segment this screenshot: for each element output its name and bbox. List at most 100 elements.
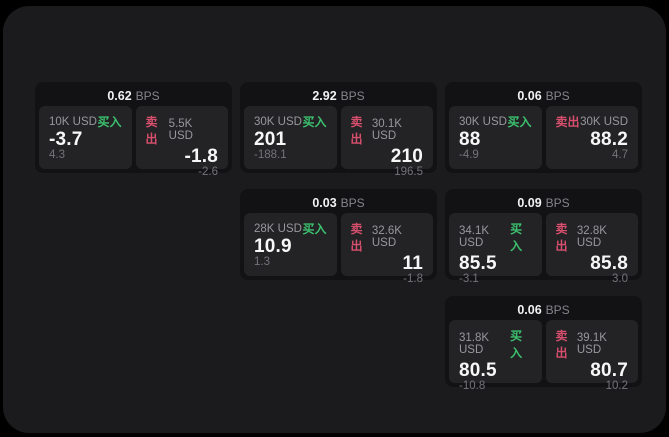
quote-panels: 10K USD 买入 -3.7 4.3 卖出 5.5K USD -1.8 -2.… — [39, 106, 228, 178]
sell-panel[interactable]: 卖出 30K USD 88.2 4.7 — [545, 106, 638, 169]
buy-label: 买入 — [302, 115, 327, 129]
bps-unit-label: BPS — [340, 89, 365, 103]
sell-amount: 30K USD — [580, 115, 628, 128]
sell-label: 卖出 — [555, 222, 568, 253]
buy-label: 买入 — [510, 329, 523, 360]
bps-unit-label: BPS — [340, 196, 365, 210]
buy-amount: 31.8K USD — [459, 332, 490, 356]
sell-panel[interactable]: 卖出 32.8K USD 85.8 3.0 — [545, 213, 638, 285]
sell-price: -1.8 — [184, 146, 218, 167]
bps-value: 0.06 — [517, 89, 542, 103]
sell-amount: 39.1K USD — [576, 332, 607, 356]
sell-panel[interactable]: 卖出 39.1K USD 80.7 10.2 — [545, 320, 638, 392]
bps-unit-label: BPS — [545, 196, 570, 210]
sell-delta: -1.8 — [403, 273, 423, 285]
buy-delta: -10.8 — [459, 380, 486, 392]
buy-amount: 34.1K USD — [459, 225, 490, 249]
sell-amount: 32.8K USD — [576, 225, 607, 249]
bps-unit-label: BPS — [135, 89, 160, 103]
buy-panel[interactable]: 34.1K USD 买入 85.5 -3.1 — [449, 213, 542, 285]
sell-panel-top: 卖出 30.1K USD — [351, 113, 424, 147]
buy-price: 201 — [254, 129, 287, 150]
sell-label: 卖出 — [350, 115, 363, 146]
bps-value: 2.92 — [312, 89, 337, 103]
buy-panel[interactable]: 28K USD 买入 10.9 1.3 — [244, 213, 337, 276]
sell-price: 88.2 — [590, 129, 628, 150]
sell-panel-top: 卖出 30K USD — [556, 113, 629, 130]
buy-panel-top: 34.1K USD 买入 — [459, 220, 532, 254]
buy-panel-top: 10K USD 买入 — [49, 113, 122, 130]
buy-amount: 30K USD — [254, 115, 302, 128]
quote-panels: 30K USD 买入 201 -188.1 卖出 30.1K USD 210 1… — [244, 106, 433, 178]
buy-label: 买入 — [97, 115, 122, 129]
buy-amount: 30K USD — [459, 115, 507, 128]
card-header: 0.09 BPS — [449, 193, 638, 213]
buy-delta: 1.3 — [254, 256, 270, 268]
sell-price: 11 — [402, 253, 423, 274]
sell-amount: 32.6K USD — [371, 225, 402, 249]
bps-unit-label: BPS — [545, 89, 570, 103]
sell-label: 卖出 — [145, 115, 158, 146]
buy-label: 买入 — [302, 222, 327, 236]
sell-delta: 4.7 — [612, 149, 628, 161]
sell-panel[interactable]: 卖出 32.6K USD 11 -1.8 — [340, 213, 433, 285]
card-header: 2.92 BPS — [244, 86, 433, 106]
bps-value: 0.03 — [312, 196, 337, 210]
sell-label: 卖出 — [350, 222, 363, 253]
sell-panel[interactable]: 卖出 30.1K USD 210 196.5 — [340, 106, 433, 178]
sell-price: 85.8 — [590, 253, 628, 274]
quote-panels: 30K USD 买入 88 -4.9 卖出 30K USD 88.2 4.7 — [449, 106, 638, 169]
quote-card: 0.03 BPS 28K USD 买入 10.9 1.3 卖出 — [240, 189, 437, 285]
buy-panel[interactable]: 30K USD 买入 201 -188.1 — [244, 106, 337, 169]
bps-value: 0.09 — [517, 196, 542, 210]
sell-delta: 196.5 — [394, 166, 423, 178]
buy-amount: 10K USD — [49, 115, 97, 128]
buy-panel[interactable]: 30K USD 买入 88 -4.9 — [449, 106, 542, 169]
buy-price: 85.5 — [459, 253, 497, 274]
card-header: 0.03 BPS — [244, 193, 433, 213]
buy-panel[interactable]: 10K USD 买入 -3.7 4.3 — [39, 106, 132, 169]
sell-panel-top: 卖出 5.5K USD — [146, 113, 219, 147]
quote-card: 2.92 BPS 30K USD 买入 201 -188.1 卖出 — [240, 82, 437, 178]
sell-delta: 3.0 — [612, 273, 628, 285]
sell-panel-top: 卖出 32.8K USD — [556, 220, 629, 254]
sell-panel-top: 卖出 32.6K USD — [351, 220, 424, 254]
buy-panel-top: 31.8K USD 买入 — [459, 327, 532, 361]
quote-panels: 34.1K USD 买入 85.5 -3.1 卖出 32.8K USD 85.8… — [449, 213, 638, 285]
app-window: 0.62 BPS 10K USD 买入 -3.7 4.3 卖出 — [3, 6, 666, 433]
sell-panel[interactable]: 卖出 5.5K USD -1.8 -2.6 — [135, 106, 228, 178]
sell-price: 210 — [390, 146, 423, 167]
card-header: 0.62 BPS — [39, 86, 228, 106]
quote-card: 0.06 BPS 31.8K USD 买入 80.5 -10.8 卖 — [445, 296, 642, 392]
sell-delta: 10.2 — [605, 380, 628, 392]
sell-delta: -2.6 — [198, 166, 218, 178]
buy-price: 10.9 — [254, 236, 292, 257]
card-header: 0.06 BPS — [449, 86, 638, 106]
buy-panel-top: 28K USD 买入 — [254, 220, 327, 237]
bps-value: 0.06 — [517, 303, 542, 317]
buy-panel-top: 30K USD 买入 — [459, 113, 532, 130]
card-header: 0.06 BPS — [449, 300, 638, 320]
quote-card-grid: 0.62 BPS 10K USD 买入 -3.7 4.3 卖出 — [35, 82, 642, 392]
bps-value: 0.62 — [107, 89, 132, 103]
sell-price: 80.7 — [590, 360, 628, 381]
quote-card: 0.62 BPS 10K USD 买入 -3.7 4.3 卖出 — [35, 82, 232, 178]
buy-amount: 28K USD — [254, 222, 302, 235]
bps-unit-label: BPS — [545, 303, 570, 317]
buy-panel[interactable]: 31.8K USD 买入 80.5 -10.8 — [449, 320, 542, 392]
quote-card: 0.09 BPS 34.1K USD 买入 85.5 -3.1 卖出 — [445, 189, 642, 285]
quote-panels: 31.8K USD 买入 80.5 -10.8 卖出 39.1K USD 80.… — [449, 320, 638, 392]
buy-price: 80.5 — [459, 360, 497, 381]
sell-amount: 5.5K USD — [168, 118, 193, 142]
sell-label: 卖出 — [555, 115, 580, 129]
sell-label: 卖出 — [555, 329, 568, 360]
quote-card: 0.06 BPS 30K USD 买入 88 -4.9 卖出 — [445, 82, 642, 173]
buy-delta: -3.1 — [459, 273, 479, 285]
buy-delta: -188.1 — [254, 149, 287, 161]
buy-label: 买入 — [507, 115, 532, 129]
buy-panel-top: 30K USD 买入 — [254, 113, 327, 130]
buy-price: -3.7 — [49, 129, 83, 150]
buy-delta: 4.3 — [49, 149, 65, 161]
sell-panel-top: 卖出 39.1K USD — [556, 327, 629, 361]
